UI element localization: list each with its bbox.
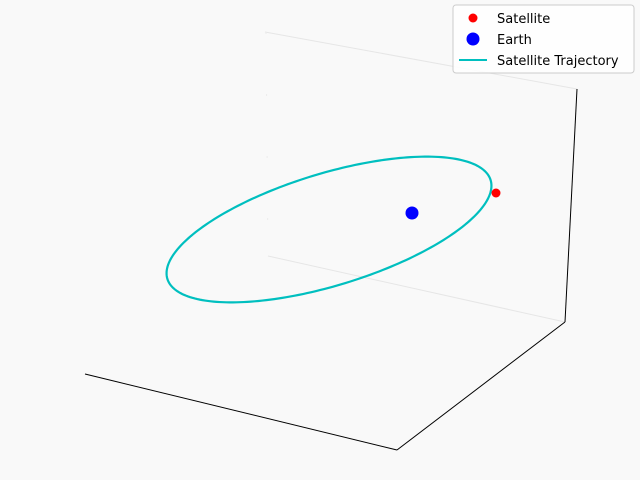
pane-edge-vertical bbox=[265, 31, 269, 257]
satellite-marker bbox=[491, 188, 501, 198]
legend: Satellite Earth Satellite Trajectory bbox=[452, 4, 635, 74]
earth-marker bbox=[405, 206, 419, 220]
axis-edge-vertical bbox=[564, 88, 578, 323]
back-pane-edges bbox=[264, 31, 578, 323]
pane-edge-middle bbox=[267, 255, 566, 323]
axis-edge-right-floor bbox=[396, 321, 566, 451]
legend-satellite-label: Satellite bbox=[497, 12, 550, 27]
axis-edges bbox=[84, 88, 578, 451]
legend-trajectory-label: Satellite Trajectory bbox=[497, 54, 619, 69]
legend-earth-swatch bbox=[466, 32, 480, 46]
pane-edge-top bbox=[264, 31, 578, 90]
legend-box bbox=[452, 4, 635, 74]
legend-earth-label: Earth bbox=[497, 33, 532, 48]
satellite-trajectory-line bbox=[165, 155, 493, 304]
axis-edge-front bbox=[84, 373, 398, 451]
legend-satellite-swatch bbox=[468, 13, 478, 23]
